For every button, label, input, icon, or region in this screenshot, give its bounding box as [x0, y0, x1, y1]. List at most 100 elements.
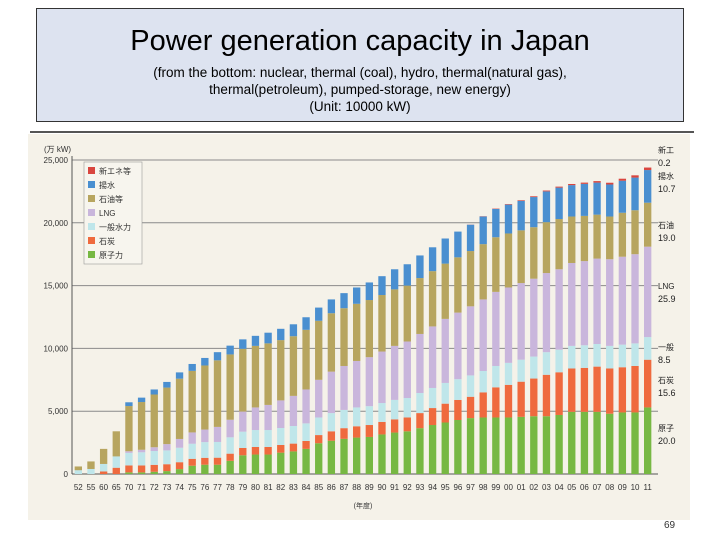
bar-segment: [353, 360, 361, 408]
x-tick-label: 76: [200, 483, 209, 492]
bar-segment: [188, 363, 196, 371]
legend-swatch: [88, 181, 95, 188]
subtitle-line: (from the bottom: nuclear, thermal (coal…: [153, 65, 567, 80]
x-tick-label: 75: [188, 483, 197, 492]
x-tick-label: 84: [302, 483, 311, 492]
legend-label: 石油等: [99, 194, 123, 204]
y-tick-label: 20,000: [44, 219, 69, 228]
bar-segment: [289, 426, 298, 444]
bar-segment: [340, 438, 348, 474]
bar-segment: [403, 264, 411, 286]
bar-segment: [644, 170, 652, 203]
chart-photo: 0 5,000 10,000 15,000 20,000 25,000 (万 kW) (年度)…: [28, 134, 690, 520]
bar-segment: [441, 263, 449, 319]
bar-segment: [555, 414, 563, 474]
bar-segment: [517, 381, 525, 417]
bar-segment: [353, 407, 361, 427]
bar-segment: [125, 465, 133, 473]
x-tick-label: 05: [567, 483, 576, 492]
bar-segment: [428, 408, 437, 426]
bar-segment: [555, 349, 563, 373]
bar-segment: [390, 289, 399, 346]
bar-segment: [530, 227, 538, 279]
bar-segment: [378, 276, 386, 296]
bar-segment: [403, 341, 411, 399]
bar-segment: [251, 454, 260, 474]
x-tick-label: 10: [631, 483, 640, 492]
bar-segment: [580, 261, 589, 346]
bar-segment: [530, 278, 538, 357]
bar-segment: [251, 446, 260, 455]
bar-segment: [226, 453, 234, 461]
bar-segment: [568, 216, 576, 263]
bar-segment: [239, 411, 247, 432]
bar-segment: [163, 471, 171, 474]
bar-segment: [644, 202, 652, 247]
bar-segment: [125, 472, 133, 474]
bar-segment: [87, 468, 95, 474]
legend-label: 原子力: [99, 250, 123, 260]
legend-swatch: [88, 223, 95, 230]
x-tick-label: 65: [112, 483, 121, 492]
bar-segment: [644, 337, 652, 360]
bar-segment: [289, 324, 298, 337]
bar-segment: [644, 359, 652, 408]
bar-segment: [631, 412, 639, 474]
bar-segment: [606, 182, 614, 185]
bar-segment: [340, 409, 348, 429]
bar-segment: [137, 449, 146, 453]
bar-segment: [390, 269, 399, 290]
bar-segment: [289, 395, 298, 427]
bar-segment: [454, 231, 462, 258]
bar-segment: [74, 466, 82, 471]
bar-segment: [428, 326, 437, 388]
bar-segment: [542, 416, 551, 474]
bar-segment: [277, 444, 285, 453]
bar-segment: [239, 348, 247, 412]
bar-segment: [163, 450, 171, 465]
bar-segment: [213, 464, 222, 474]
x-tick-label: 71: [137, 483, 146, 492]
x-tick-label: 03: [542, 483, 551, 492]
bar-segment: [492, 387, 500, 418]
x-tick-label: 74: [175, 483, 184, 492]
x-tick-label: 85: [314, 483, 323, 492]
bar-segment: [315, 307, 323, 321]
bar-segment: [542, 352, 551, 375]
bar-segment: [593, 366, 601, 412]
right-annotation-value: 25.9: [658, 294, 676, 304]
bar-segment: [555, 269, 563, 350]
bar-segment: [618, 344, 627, 368]
bar-segment: [188, 432, 196, 444]
slide-title: Power generation capacity in Japan: [130, 25, 590, 57]
bar-segment: [213, 457, 222, 465]
bar-segment: [163, 444, 171, 451]
x-tick-label: 60: [99, 483, 108, 492]
bar-segment: [606, 368, 614, 414]
bar-segment: [644, 246, 652, 338]
x-tick-label: 88: [352, 483, 361, 492]
x-tick-label: 06: [580, 483, 589, 492]
bar-segment: [239, 448, 247, 456]
bar-segment: [226, 437, 234, 454]
bar-segment: [517, 230, 525, 284]
bar-segment: [618, 212, 627, 257]
bar-segment: [618, 412, 627, 474]
bar-segment: [542, 222, 551, 274]
bar-segment: [606, 184, 614, 217]
bar-segment: [492, 365, 500, 388]
bar-segment: [251, 345, 260, 408]
right-annotation-label: 石炭: [658, 376, 674, 385]
bar-segment: [99, 463, 108, 472]
x-tick-label: 99: [491, 483, 500, 492]
bar-segment: [466, 375, 475, 397]
bar-segment: [264, 343, 272, 405]
bar-segment: [517, 200, 525, 201]
right-annotation-value: 8.5: [658, 355, 671, 365]
bar-segment: [555, 372, 563, 415]
bar-segment: [112, 467, 120, 474]
bar-segment: [454, 419, 462, 474]
right-annotation-label: 石油: [658, 220, 674, 230]
bar-segment: [479, 299, 487, 372]
bar-segment: [492, 208, 500, 238]
